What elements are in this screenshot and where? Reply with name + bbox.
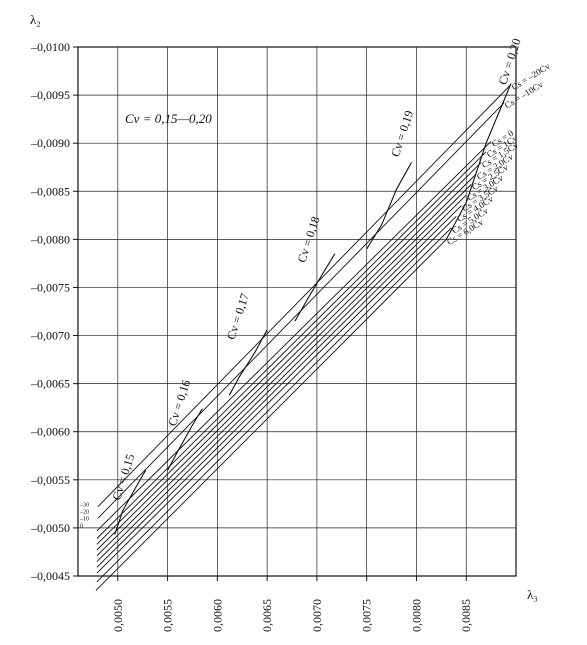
x-tick-label: 0,0080 <box>409 599 423 632</box>
cs-line <box>96 194 467 562</box>
plot-frame <box>77 46 517 577</box>
y-tick-label: –0,0045 <box>30 569 70 583</box>
left-marker-label: –10 <box>79 517 89 523</box>
cv-curve-label: Cv = 0,19 <box>388 109 416 159</box>
x-tick-label: 0,0060 <box>210 599 224 632</box>
left-marker-label: –20 <box>79 510 89 516</box>
cs-line <box>96 151 487 539</box>
cs-line <box>96 173 477 551</box>
y-tick-label: –0,0050 <box>30 521 70 535</box>
cv-curve <box>294 253 336 322</box>
x-tick-label: 0,0070 <box>310 599 324 632</box>
y-tick-label: –0,0065 <box>30 377 70 391</box>
cv-curve-label: Cv = 0,17 <box>224 292 252 342</box>
y-tick-label: –0,0055 <box>30 473 70 487</box>
y-tick-label: –0,0070 <box>30 329 70 343</box>
left-marker-label: 0 <box>80 524 83 530</box>
cv-curve <box>114 469 147 535</box>
y-tick-label: –0,0100 <box>30 40 70 54</box>
x-axis-label: λ₃ <box>527 587 538 602</box>
cs-line <box>96 140 492 532</box>
grid <box>78 47 516 576</box>
y-tick-label: –0,0080 <box>30 232 70 246</box>
cv-curve <box>228 329 268 396</box>
cs-line <box>95 239 447 591</box>
cv-curve <box>445 83 512 240</box>
y-axis-label: λ₂ <box>30 12 41 27</box>
cv-curve-label: Cv = 0,16 <box>165 378 193 428</box>
y-tick-label: –0,0095 <box>30 88 70 102</box>
cv-curve <box>366 162 412 250</box>
cs-line <box>96 227 452 583</box>
y-tick-label: –0,0090 <box>30 136 70 150</box>
cv-range-annotation: Cv = 0,15—0,20 <box>125 111 212 126</box>
cs-line <box>96 184 472 557</box>
y-tick-label: –0,0075 <box>30 280 70 294</box>
x-tick-label: 0,0075 <box>360 599 374 632</box>
x-tick-label: 0,0050 <box>111 599 125 632</box>
series <box>95 83 512 591</box>
x-tick-label: 0,0085 <box>459 599 473 632</box>
cs-line <box>97 84 512 508</box>
cs-line <box>96 205 462 568</box>
x-tick-label: 0,0065 <box>260 599 274 632</box>
cs-line <box>96 215 457 574</box>
x-tick-label: 0,0055 <box>161 599 175 632</box>
axes: –0,0045 –0,0050 –0,0055 –0,0060 –0,0065 –0,00… <box>30 40 517 632</box>
cs-line <box>96 162 482 545</box>
left-marker-label: –30 <box>79 503 89 509</box>
cv-curve <box>167 408 203 471</box>
y-tick-label: –0,0060 <box>30 425 70 439</box>
y-tick-label: –0,0085 <box>30 184 70 198</box>
